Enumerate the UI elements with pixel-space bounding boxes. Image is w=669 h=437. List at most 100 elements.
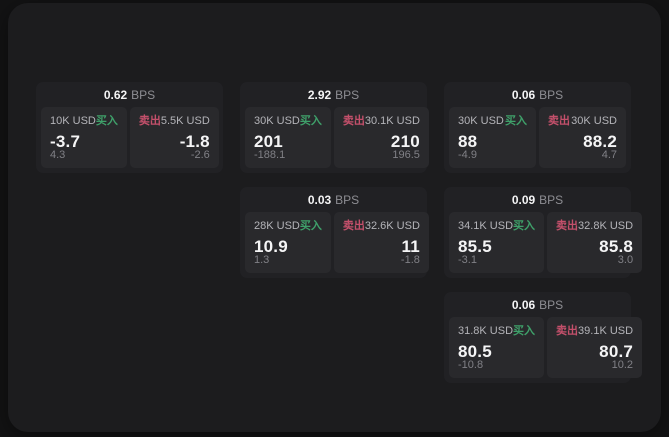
- card-header: 0.09 BPS: [449, 187, 626, 212]
- buy-tile-header: 30K USD 买入: [458, 115, 527, 127]
- buy-side-label: 买入: [505, 115, 527, 127]
- card-header: 2.92 BPS: [245, 82, 422, 107]
- buy-notional: 28K USD: [254, 220, 300, 232]
- buy-tile[interactable]: 31.8K USD 买入 80.5 -10.8: [449, 317, 545, 378]
- sell-side-label: 卖出: [342, 220, 365, 232]
- buy-notional: 30K USD: [458, 115, 504, 127]
- quote-card: 0.09 BPS 34.1K USD 买入 85.5 -3.1 卖出 32.8K…: [444, 187, 643, 278]
- quote-card: 2.92 BPS 30K USD 买入 201 -188.1 卖出 30.1K …: [240, 82, 429, 173]
- quote-card: 0.03 BPS 28K USD 买入 10.9 1.3 卖出 32.6K US…: [240, 187, 429, 278]
- bps-value: 0.06: [511, 87, 536, 102]
- sell-delta: -2.6: [190, 149, 210, 162]
- sell-notional: 5.5K USD: [160, 115, 210, 127]
- sell-notional: 32.8K USD: [578, 220, 634, 232]
- sell-tile-header: 卖出 5.5K USD: [139, 115, 210, 127]
- buy-tile-header: 28K USD 买入: [254, 220, 322, 232]
- sell-notional: 30.1K USD: [364, 115, 420, 127]
- buy-tile-header: 31.8K USD 买入: [458, 325, 535, 337]
- bps-value: 2.92: [307, 87, 332, 102]
- quote-card: 0.06 BPS 31.8K USD 买入 80.5 -10.8 卖出 39.1…: [444, 292, 643, 383]
- bps-unit-label: BPS: [335, 87, 360, 102]
- sell-price: 11: [401, 237, 420, 257]
- buy-price: 88: [458, 132, 478, 152]
- bps-unit-label: BPS: [335, 192, 360, 207]
- sell-delta: 4.7: [601, 149, 617, 162]
- buy-delta: -188.1: [254, 149, 286, 162]
- buy-tile[interactable]: 10K USD 买入 -3.7 4.3: [41, 107, 127, 168]
- sell-tile[interactable]: 卖出 30.1K USD 210 196.5: [333, 107, 429, 168]
- buy-side-label: 买入: [95, 115, 118, 127]
- sell-price: 210: [390, 132, 420, 152]
- buy-price: -3.7: [50, 132, 81, 152]
- sell-price: -1.8: [179, 132, 210, 152]
- sell-price: 80.7: [599, 342, 634, 362]
- quote-tiles: 34.1K USD 买入 85.5 -3.1 卖出 32.8K USD 85.8…: [449, 212, 643, 273]
- buy-tile-header: 34.1K USD 买入: [458, 220, 535, 232]
- sell-price: 85.8: [599, 237, 634, 257]
- buy-side-label: 买入: [299, 115, 322, 127]
- card-header: 0.62 BPS: [41, 82, 218, 107]
- sell-notional: 39.1K USD: [578, 325, 634, 337]
- sell-tile-header: 卖出 32.6K USD: [343, 220, 420, 232]
- buy-side-label: 买入: [513, 220, 536, 232]
- buy-delta: -3.1: [458, 254, 477, 267]
- sell-delta: 3.0: [617, 254, 634, 267]
- buy-delta: 1.3: [254, 254, 270, 267]
- quote-tiles: 28K USD 买入 10.9 1.3 卖出 32.6K USD 11 -1.8: [245, 212, 429, 273]
- sell-price: 88.2: [583, 132, 617, 152]
- sell-notional: 32.6K USD: [364, 220, 420, 232]
- buy-notional: 10K USD: [50, 115, 96, 127]
- sell-tile[interactable]: 卖出 30K USD 88.2 4.7: [539, 107, 626, 168]
- sell-tile[interactable]: 卖出 39.1K USD 80.7 10.2: [547, 317, 643, 378]
- buy-tile[interactable]: 28K USD 买入 10.9 1.3: [245, 212, 331, 273]
- buy-tile[interactable]: 30K USD 买入 201 -188.1: [245, 107, 331, 168]
- sell-tile[interactable]: 卖出 32.8K USD 85.8 3.0: [547, 212, 643, 273]
- buy-price: 10.9: [254, 237, 288, 257]
- sell-side-label: 卖出: [556, 220, 579, 232]
- quote-card: 0.62 BPS 10K USD 买入 -3.7 4.3 卖出 5.5K USD…: [36, 82, 223, 173]
- sell-tile[interactable]: 卖出 32.6K USD 11 -1.8: [333, 212, 429, 273]
- buy-notional: 30K USD: [254, 115, 300, 127]
- bps-unit-label: BPS: [539, 192, 564, 207]
- sell-delta: 196.5: [392, 149, 420, 162]
- card-header: 0.06 BPS: [449, 292, 626, 317]
- bps-unit-label: BPS: [131, 87, 156, 102]
- quote-tiles: 10K USD 买入 -3.7 4.3 卖出 5.5K USD -1.8 -2.…: [41, 107, 219, 168]
- bps-value: 0.06: [511, 297, 536, 312]
- quotes-panel: 0.62 BPS 10K USD 买入 -3.7 4.3 卖出 5.5K USD…: [8, 3, 661, 432]
- buy-price: 85.5: [458, 237, 492, 257]
- bps-unit-label: BPS: [539, 297, 564, 312]
- sell-tile-header: 卖出 30.1K USD: [343, 115, 420, 127]
- buy-delta: 4.3: [50, 149, 66, 162]
- sell-tile-header: 卖出 39.1K USD: [556, 325, 633, 337]
- quotes-grid: 0.62 BPS 10K USD 买入 -3.7 4.3 卖出 5.5K USD…: [36, 82, 643, 383]
- bps-value: 0.62: [103, 87, 128, 102]
- sell-side-label: 卖出: [556, 325, 579, 337]
- buy-tile-header: 10K USD 买入: [50, 115, 118, 127]
- buy-delta: -4.9: [458, 149, 477, 162]
- quote-tiles: 30K USD 买入 201 -188.1 卖出 30.1K USD 210 1…: [245, 107, 429, 168]
- sell-tile-header: 卖出 30K USD: [548, 115, 617, 127]
- buy-price: 80.5: [458, 342, 492, 362]
- bps-value: 0.03: [307, 192, 332, 207]
- sell-side-label: 卖出: [548, 115, 570, 127]
- sell-side-label: 卖出: [342, 115, 365, 127]
- bps-unit-label: BPS: [539, 87, 564, 102]
- sell-side-label: 卖出: [138, 115, 161, 127]
- sell-notional: 30K USD: [571, 115, 617, 127]
- card-header: 0.03 BPS: [245, 187, 422, 212]
- quote-tiles: 31.8K USD 买入 80.5 -10.8 卖出 39.1K USD 80.…: [449, 317, 643, 378]
- sell-tile[interactable]: 卖出 5.5K USD -1.8 -2.6: [129, 107, 219, 168]
- sell-tile-header: 卖出 32.8K USD: [556, 220, 633, 232]
- buy-delta: -10.8: [458, 359, 484, 372]
- sell-delta: -1.8: [400, 254, 420, 267]
- buy-tile-header: 30K USD 买入: [254, 115, 322, 127]
- buy-notional: 31.8K USD: [458, 325, 514, 337]
- quote-tiles: 30K USD 买入 88 -4.9 卖出 30K USD 88.2 4.7: [449, 107, 626, 168]
- buy-notional: 34.1K USD: [458, 220, 514, 232]
- buy-price: 201: [254, 132, 283, 152]
- buy-side-label: 买入: [513, 325, 536, 337]
- buy-tile[interactable]: 30K USD 买入 88 -4.9: [449, 107, 536, 168]
- buy-tile[interactable]: 34.1K USD 买入 85.5 -3.1: [449, 212, 545, 273]
- bps-value: 0.09: [511, 192, 536, 207]
